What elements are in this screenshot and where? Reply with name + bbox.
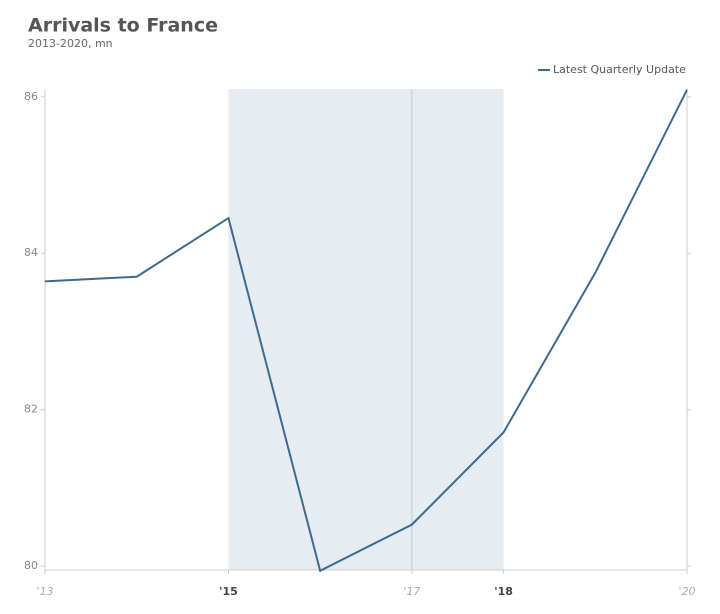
chart-title: Arrivals to France xyxy=(28,15,218,37)
x-tick-label: '15 xyxy=(219,585,238,598)
x-tick-label: '13 xyxy=(36,585,53,598)
line-series xyxy=(44,89,688,573)
x-tick-label: '20 xyxy=(678,585,695,598)
x-tick-label: '17 xyxy=(403,585,420,598)
legend-label: Latest Quarterly Update xyxy=(553,63,686,76)
x-tick-label: '18 xyxy=(494,585,513,598)
chart-subtitle: 2013-2020, mn xyxy=(28,37,113,50)
y-tick-label: 84 xyxy=(24,246,38,259)
y-tick-label: 80 xyxy=(24,559,38,572)
highlight-band xyxy=(228,89,504,570)
y-tick-label: 82 xyxy=(24,403,38,416)
y-tick-label: 86 xyxy=(24,90,38,103)
